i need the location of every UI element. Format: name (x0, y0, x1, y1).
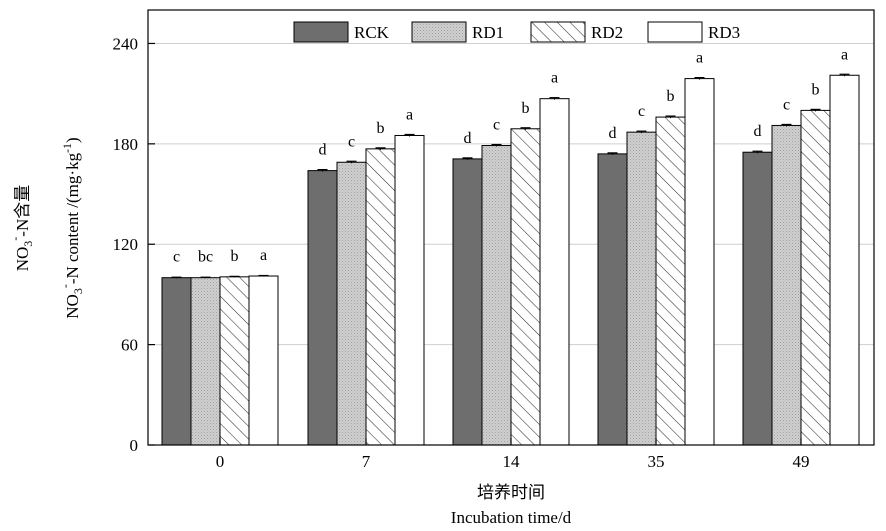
sig-label: b (522, 100, 530, 117)
bar-rd2-14 (510, 128, 541, 446)
sig-label: c (638, 103, 645, 120)
y-tick-label: 60 (121, 336, 138, 355)
sig-label: b (812, 81, 820, 98)
sig-label: c (783, 96, 790, 113)
bar-rck-14 (452, 158, 483, 446)
sig-label: c (348, 133, 355, 150)
sig-label: a (696, 50, 703, 67)
sig-label: b (667, 88, 675, 105)
bar-rd3-0 (248, 275, 279, 446)
bar-rd2-49 (800, 109, 831, 446)
legend-swatch-rd1 (411, 21, 467, 43)
bar-rd1-49 (771, 124, 802, 446)
x-tick-label: 49 (793, 452, 810, 471)
bar-rck-35 (597, 153, 628, 446)
bar-rck-0 (161, 277, 192, 446)
sig-label: a (260, 247, 267, 264)
bar-rd3-35 (684, 78, 715, 446)
sig-label: d (609, 125, 617, 142)
error-bars (171, 73, 850, 279)
legend-label-rd3: RD3 (708, 23, 740, 42)
bar-rck-49 (742, 151, 773, 446)
y-axis-label-en: NO3--N content /(mg·kg-1) (58, 137, 85, 318)
legend-swatch-rck (293, 21, 349, 43)
sig-label: d (754, 123, 762, 140)
legend: RCK RD1 RD2 RD3 (293, 21, 740, 43)
sig-label: a (406, 106, 413, 123)
x-tick-label: 35 (648, 452, 665, 471)
significance-labels: c bc b a d c b a d c b a d c b a d c b a (173, 46, 848, 265)
bar-rck-7 (307, 170, 338, 446)
x-tick-label: 14 (503, 452, 521, 471)
bar-rd1-0 (190, 277, 221, 446)
bar-rd2-7 (365, 148, 396, 446)
sig-label: b (377, 120, 385, 137)
legend-swatch-rd2 (530, 21, 586, 43)
x-tick-label: 7 (362, 452, 371, 471)
sig-label: d (319, 142, 327, 159)
x-axis-label-en: Incubation time/d (451, 508, 572, 527)
y-tick-label: 0 (130, 436, 139, 455)
legend-swatch-rd3 (647, 21, 703, 43)
sig-label: c (173, 249, 180, 266)
bar-rd2-0 (219, 276, 250, 446)
x-tick-label: 0 (216, 452, 225, 471)
bar-rd1-7 (336, 161, 367, 446)
x-axis-ticks: 0 7 14 35 49 (216, 438, 810, 471)
y-tick-label: 180 (113, 135, 139, 154)
legend-label-rd1: RD1 (472, 23, 504, 42)
sig-label: b (231, 248, 239, 265)
y-tick-label: 240 (113, 34, 139, 53)
sig-label: d (464, 130, 472, 147)
bar-rd1-35 (626, 131, 657, 446)
bars (161, 74, 860, 446)
y-tick-label: 120 (113, 235, 139, 254)
bar-rd3-14 (539, 98, 570, 446)
sig-label: a (841, 46, 848, 63)
sig-label: a (551, 70, 558, 87)
sig-label: bc (198, 249, 213, 266)
sig-label: c (493, 117, 500, 134)
bar-rd3-49 (829, 74, 860, 446)
bar-rd2-35 (655, 116, 686, 446)
bar-rd1-14 (481, 145, 512, 446)
y-axis-label-cn: NO3--N含量 (8, 185, 35, 272)
x-axis-label-cn: 培养时间 (477, 483, 545, 502)
legend-label-rck: RCK (354, 23, 390, 42)
legend-label-rd2: RD2 (591, 23, 623, 42)
y-axis-ticks: 0 60 120 180 240 (113, 34, 155, 455)
bar-rd3-7 (394, 134, 425, 446)
